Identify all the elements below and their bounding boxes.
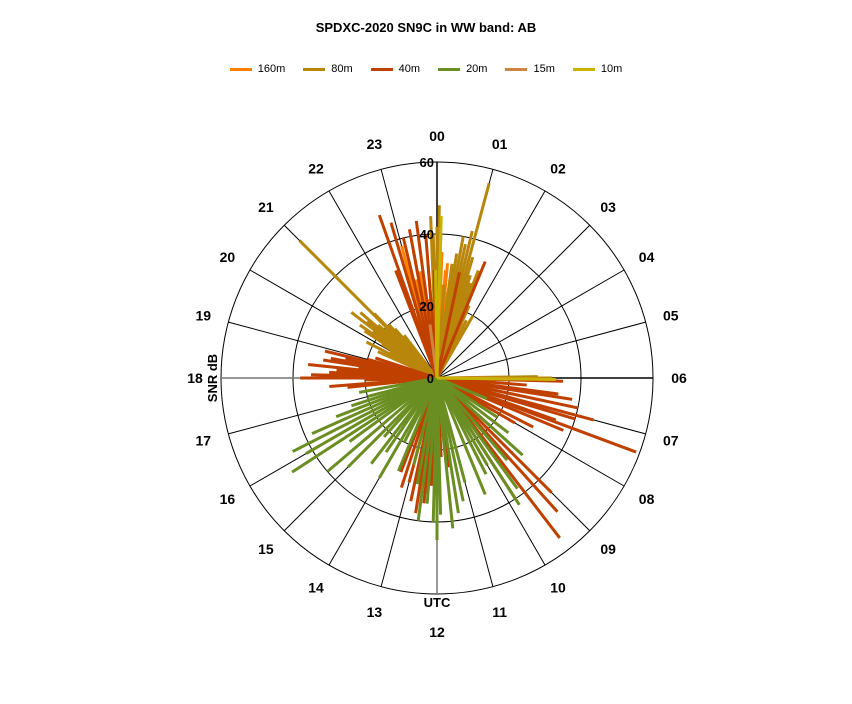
bar-40m <box>377 214 439 379</box>
hour-label: 21 <box>258 199 274 215</box>
hour-label: 00 <box>429 128 445 144</box>
legend-label: 10m <box>600 63 623 75</box>
bar-10m <box>434 269 439 379</box>
legend-item-160m[interactable]: 160m <box>229 63 286 75</box>
radial-tick-label: 40 <box>420 227 434 242</box>
bar-80m <box>402 334 439 379</box>
legend-item-40m[interactable]: 40m <box>370 63 421 75</box>
bar-20m <box>412 377 439 466</box>
hour-label: 12 <box>429 624 445 640</box>
hour-label: 22 <box>308 160 324 176</box>
bar-20m <box>346 376 439 469</box>
radial-tick-label: 0 <box>427 371 434 386</box>
legend-label: 15m <box>533 63 555 75</box>
bar-20m <box>435 376 524 457</box>
bar-20m <box>378 377 439 479</box>
radial-tick-label: 60 <box>420 155 434 170</box>
legend-swatch <box>303 67 326 71</box>
hour-label: 18 <box>187 370 203 386</box>
legend-label: 160m <box>257 63 286 75</box>
hour-label: 03 <box>600 199 616 215</box>
hour-label: 10 <box>550 580 566 596</box>
bar-40m <box>435 272 461 379</box>
legend-item-15m[interactable]: 15m <box>505 63 555 75</box>
hour-label: 05 <box>663 307 679 323</box>
hour-label: 01 <box>492 136 508 152</box>
radial-axis-label: SNR dB <box>205 354 220 402</box>
legend-label: 20m <box>466 63 488 75</box>
hour-label: 04 <box>639 249 655 265</box>
legend-label: 40m <box>398 63 421 75</box>
legend-swatch <box>438 67 461 71</box>
grid-spoke <box>328 190 438 379</box>
bar-20m <box>291 376 438 474</box>
hour-label: 16 <box>220 491 236 507</box>
bar-40m <box>374 356 438 380</box>
radial-tick-label: 20 <box>420 299 434 314</box>
grid-spoke <box>436 224 591 379</box>
grid-spoke <box>436 269 625 379</box>
hour-label: 23 <box>367 136 383 152</box>
bar-80m <box>435 314 475 379</box>
legend-item-20m[interactable]: 20m <box>438 63 487 75</box>
hour-label: 07 <box>663 433 679 449</box>
legend-swatch <box>572 67 595 71</box>
legend: 160m 80m 40m 20m 15m 10m <box>0 63 852 75</box>
hour-label: 19 <box>195 307 211 323</box>
grid-spoke <box>436 321 646 379</box>
hour-label: 09 <box>600 541 616 557</box>
bar-20m <box>435 377 455 529</box>
chart-title: SPDXC-2020 SN9C in WW band: AB <box>315 20 537 35</box>
bar-20m <box>435 377 487 495</box>
legend-item-80m[interactable]: 80m <box>303 63 353 75</box>
hour-label: 17 <box>195 433 211 449</box>
bar-20m <box>326 376 438 473</box>
legend-item-10m[interactable]: 10m <box>572 63 623 75</box>
hour-label: 14 <box>308 580 324 596</box>
legend-swatch <box>505 67 528 71</box>
hour-label: 11 <box>492 604 507 620</box>
hour-label: 08 <box>639 491 655 507</box>
legend-swatch <box>370 67 393 71</box>
hour-label: 20 <box>220 249 236 265</box>
bar-20m <box>436 376 488 401</box>
hour-label: 02 <box>550 160 566 176</box>
angular-axis-label: UTC <box>424 595 451 610</box>
bar-20m <box>358 376 438 394</box>
hour-label: 06 <box>671 370 687 386</box>
bar-40m <box>435 261 487 379</box>
hour-label: 15 <box>258 541 274 557</box>
hour-label: 13 <box>367 604 383 620</box>
legend-label: 80m <box>331 63 353 75</box>
bar-10m <box>436 376 556 382</box>
legend-swatch <box>229 67 252 71</box>
